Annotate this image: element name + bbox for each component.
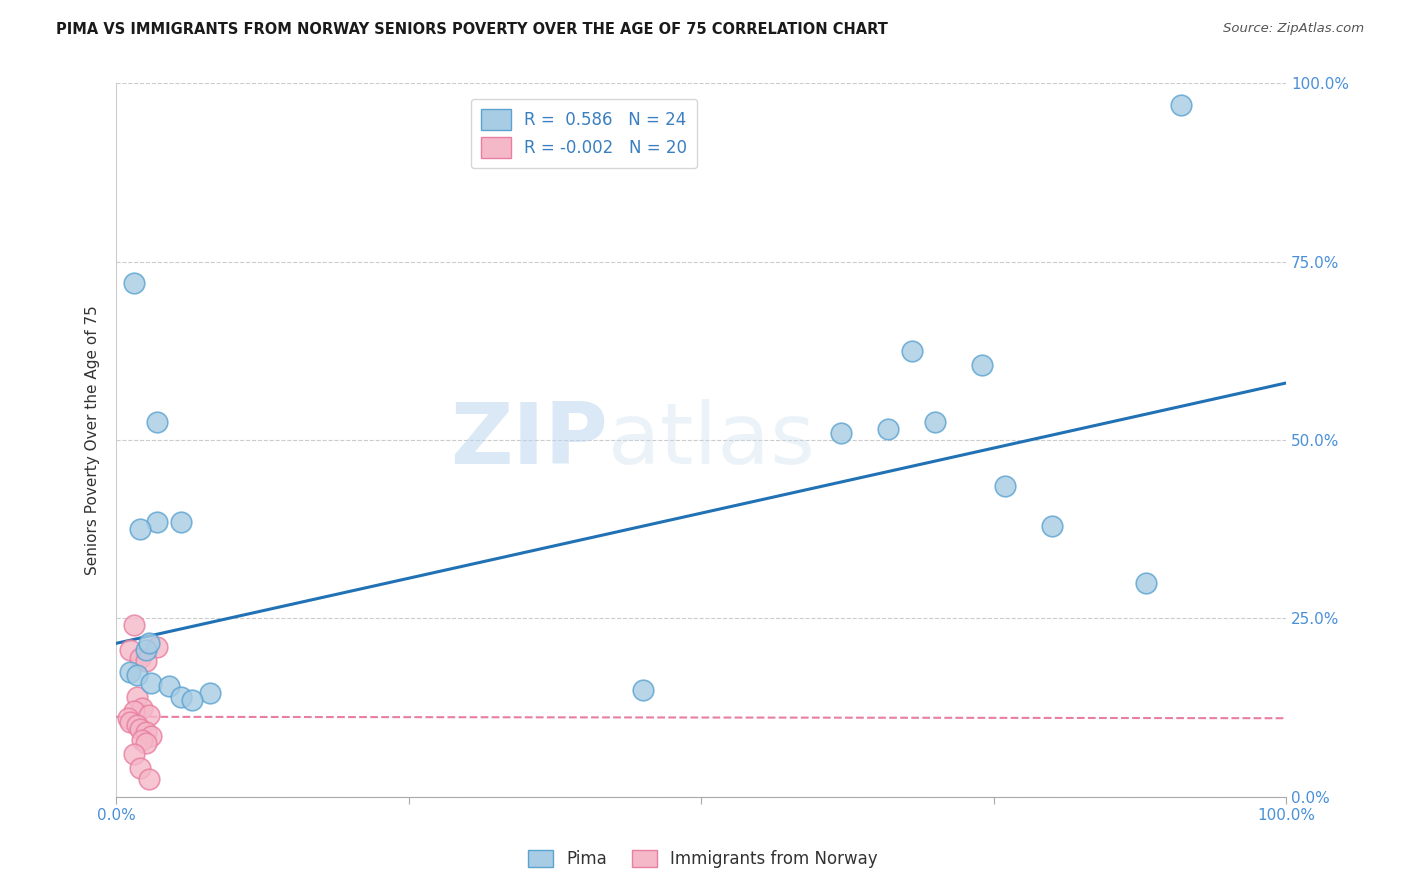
- Point: [120, 665, 142, 679]
- Legend: Pima, Immigrants from Norway: Pima, Immigrants from Norway: [522, 843, 884, 875]
- Point: [128, 722, 150, 736]
- Point: [127, 668, 149, 682]
- Point: [146, 415, 169, 429]
- Point: [117, 711, 139, 725]
- Point: [631, 682, 654, 697]
- Point: [157, 679, 180, 693]
- Point: [134, 643, 156, 657]
- Point: [141, 675, 163, 690]
- Point: [131, 700, 153, 714]
- Point: [1040, 518, 1063, 533]
- Point: [1135, 575, 1157, 590]
- Text: Source: ZipAtlas.com: Source: ZipAtlas.com: [1223, 22, 1364, 36]
- Point: [122, 747, 145, 761]
- Point: [994, 479, 1017, 493]
- Point: [128, 650, 150, 665]
- Point: [134, 725, 156, 739]
- Point: [120, 714, 142, 729]
- Point: [134, 736, 156, 750]
- Legend: R =  0.586   N = 24, R = -0.002   N = 20: R = 0.586 N = 24, R = -0.002 N = 20: [471, 99, 697, 169]
- Point: [141, 729, 163, 743]
- Point: [128, 761, 150, 775]
- Point: [131, 732, 153, 747]
- Point: [138, 772, 160, 786]
- Text: atlas: atlas: [607, 399, 815, 482]
- Point: [198, 686, 221, 700]
- Point: [146, 515, 169, 529]
- Point: [127, 690, 149, 704]
- Point: [138, 636, 160, 650]
- Point: [146, 640, 169, 654]
- Point: [120, 643, 142, 657]
- Point: [122, 704, 145, 718]
- Point: [127, 718, 149, 732]
- Point: [830, 425, 852, 440]
- Point: [169, 690, 191, 704]
- Text: ZIP: ZIP: [450, 399, 607, 482]
- Point: [128, 522, 150, 536]
- Point: [134, 654, 156, 668]
- Point: [970, 358, 993, 372]
- Point: [169, 515, 191, 529]
- Point: [122, 618, 145, 632]
- Point: [924, 415, 946, 429]
- Y-axis label: Seniors Poverty Over the Age of 75: Seniors Poverty Over the Age of 75: [86, 305, 100, 575]
- Point: [877, 422, 900, 436]
- Point: [181, 693, 204, 707]
- Point: [122, 276, 145, 290]
- Point: [900, 343, 922, 358]
- Text: PIMA VS IMMIGRANTS FROM NORWAY SENIORS POVERTY OVER THE AGE OF 75 CORRELATION CH: PIMA VS IMMIGRANTS FROM NORWAY SENIORS P…: [56, 22, 889, 37]
- Point: [1170, 98, 1192, 112]
- Point: [138, 707, 160, 722]
